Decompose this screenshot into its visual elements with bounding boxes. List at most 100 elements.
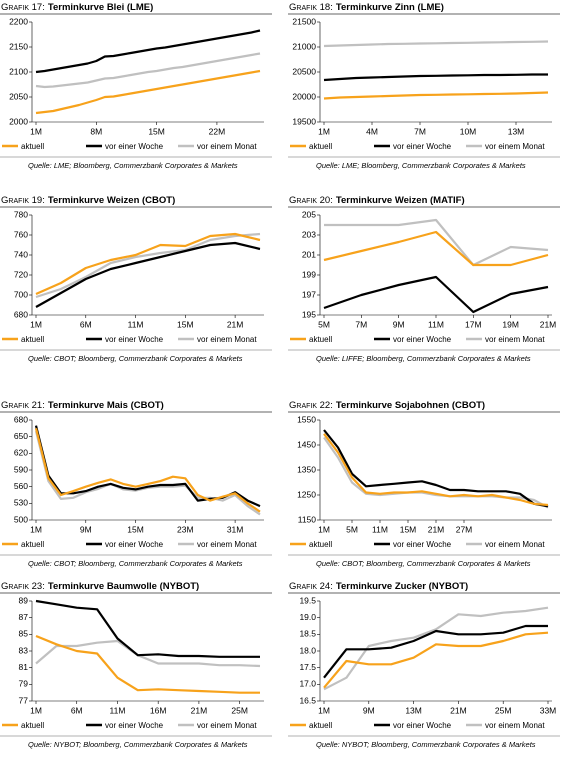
series-line [323,436,549,509]
y-tick-label: 720 [14,269,28,279]
legend-label: aktuell [309,335,332,344]
y-tick-label: 2000 [9,116,28,126]
y-tick-label: 81 [19,662,29,672]
x-tick-label: 23M [177,524,194,534]
legend-label: aktuell [21,721,44,730]
legend-label: vor einer Woche [105,721,164,730]
y-tick-label: 680 [14,309,28,319]
series-line [35,29,261,74]
x-tick-label: 19M [502,319,519,329]
chart-label: Grafik 20: [289,195,333,206]
y-tick-label: 19.0 [299,612,316,622]
legend-label: vor einem Monat [197,142,257,151]
x-tick-label: 7M [355,319,367,329]
y-tick-label: 700 [14,289,28,299]
chart-title: Grafik 18: Terminkurve Zinn (LME) [289,2,444,13]
series-line [34,430,261,516]
chart-panel: Grafik 24: Terminkurve Zucker (NYBOT) 16.5… [288,581,560,749]
legend-label: vor einem Monat [485,335,545,344]
x-tick-label: 1M [30,705,42,715]
x-tick-label: 21M [450,705,467,715]
y-tick-label: 20500 [292,66,316,76]
x-tick-label: 11M [372,524,388,534]
y-tick-label: 680 [14,414,28,424]
legend-label: aktuell [309,721,332,730]
x-tick-label: 22M [209,126,226,136]
series-line [323,40,549,48]
legend-label: vor einer Woche [393,335,452,344]
chart-title: Grafik 24: Terminkurve Zucker (NYBOT) [289,581,468,592]
source-note: Quelle: CBOT; Bloomberg, Commerzbank Cor… [28,559,243,568]
y-tick-label: 17.0 [299,679,316,689]
y-tick-label: 1350 [297,464,316,474]
series-line [323,433,549,507]
y-tick-label: 18.0 [299,645,316,655]
x-tick-label: 8M [90,126,102,136]
legend-label: vor einem Monat [485,540,545,549]
chart-panel: Grafik 23: Terminkurve Baumwolle (NYBOT) 7… [0,581,272,749]
legend-label: vor einer Woche [105,540,164,549]
y-tick-label: 1450 [297,439,316,449]
source-note: Quelle: CBOT; Bloomberg, Commerzbank Cor… [28,354,243,363]
x-tick-label: 1M [30,524,42,534]
legend-label: aktuell [309,540,332,549]
chart-panel: Grafik 21: Terminkurve Mais (CBOT) 500 530 5… [0,400,272,568]
y-tick-label: 2150 [9,41,28,51]
x-tick-label: 15M [127,524,144,534]
source-note: Quelle: LME; Bloomberg, Commerzbank Corp… [28,161,238,170]
series-line [34,425,261,508]
y-tick-label: 205 [302,209,316,219]
legend-label: vor einem Monat [197,540,257,549]
y-tick-label: 2100 [9,66,28,76]
chart-label: Grafik 24: [289,581,333,592]
legend-label: vor einem Monat [485,721,545,730]
y-tick-label: 89 [19,595,29,605]
x-tick-label: 11M [428,319,444,329]
x-tick-label: 1M [318,705,330,715]
series-line [34,428,261,513]
legend-label: aktuell [21,142,44,151]
y-tick-label: 760 [14,229,28,239]
x-tick-label: 9M [363,705,375,715]
y-tick-label: 83 [19,645,29,655]
x-tick-label: 25M [495,705,512,715]
x-tick-label: 5M [346,524,358,534]
y-tick-label: 17.5 [299,662,316,672]
chart-title-text: Terminkurve Blei (LME) [48,2,153,13]
x-tick-label: 15M [400,524,417,534]
chart-title: Grafik 20: Terminkurve Weizen (MATIF) [289,195,465,206]
x-tick-label: 6M [80,319,92,329]
chart-panel: Grafik 17: Terminkurve Blei (LME) 2000 2050… [0,2,272,170]
x-tick-label: 17M [465,319,482,329]
legend-label: aktuell [21,335,44,344]
chart-title-text: Terminkurve Zucker (NYBOT) [336,581,468,592]
x-tick-label: 27M [456,524,473,534]
series-line [35,232,261,296]
x-tick-label: 15M [177,319,194,329]
series-line [35,241,261,308]
series-line [35,639,261,668]
x-tick-label: 15M [148,126,165,136]
y-tick-label: 560 [14,481,28,491]
x-tick-label: 21M [540,319,557,329]
legend-label: vor einer Woche [393,540,452,549]
series-line [323,606,549,691]
y-tick-label: 16.5 [299,695,316,705]
y-tick-label: 530 [14,498,28,508]
chart-title: Grafik 21: Terminkurve Mais (CBOT) [1,400,164,411]
x-tick-label: 21M [428,524,445,534]
series-line [35,52,261,89]
x-tick-label: 6M [71,705,83,715]
legend-label: aktuell [309,142,332,151]
chart-panel: Grafik 19: Terminkurve Weizen (CBOT) 680 70… [0,195,272,363]
y-tick-label: 18.5 [299,629,316,639]
y-tick-label: 77 [19,695,29,705]
chart-title: Grafik 19: Terminkurve Weizen (CBOT) [1,195,175,206]
y-tick-label: 1250 [297,489,316,499]
x-tick-label: 13M [508,126,525,136]
y-tick-label: 19.5 [299,595,316,605]
legend-label: vor einem Monat [485,142,545,151]
chart-title-text: Terminkurve Baumwolle (NYBOT) [48,581,199,592]
chart-panel: Grafik 18: Terminkurve Zinn (LME) 19500 200… [288,2,560,170]
